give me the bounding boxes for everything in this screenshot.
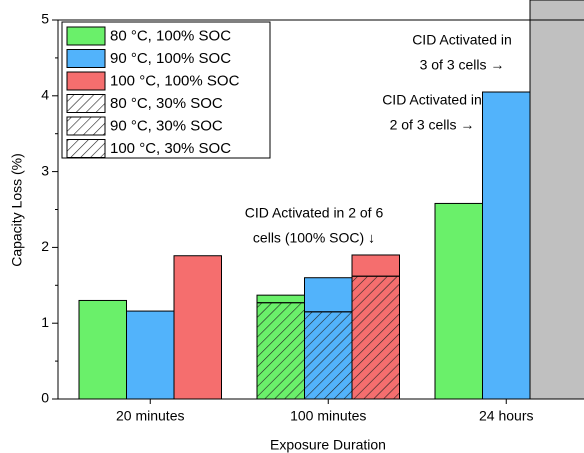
bar xyxy=(126,310,175,400)
y-tick-label: 1 xyxy=(41,314,49,330)
annotation: cells (100% SOC) ↓ xyxy=(253,230,375,246)
y-tick-label: 0 xyxy=(41,390,49,406)
x-axis-label: Exposure Duration xyxy=(270,437,386,453)
annotation: CID Activated in 2 of 6 xyxy=(245,205,384,221)
legend-swatch xyxy=(66,26,106,46)
cid-bar xyxy=(529,0,584,400)
legend-label: 90 °C, 30% SOC xyxy=(110,117,223,134)
x-tick-label: 100 minutes xyxy=(290,408,366,424)
legend-label: 80 °C, 100% SOC xyxy=(110,27,231,44)
legend-label: 100 °C, 100% SOC xyxy=(110,72,240,89)
x-tick-label: 20 minutes xyxy=(116,408,184,424)
legend-swatch xyxy=(66,71,106,91)
y-tick-label: 3 xyxy=(41,162,49,178)
bar xyxy=(78,299,127,400)
y-tick-label: 4 xyxy=(41,87,49,103)
y-tick-label: 2 xyxy=(41,238,49,254)
bar-hatch xyxy=(351,275,400,400)
legend-swatch-hatch xyxy=(66,94,106,113)
legend-swatch-hatch xyxy=(66,139,106,158)
annotation: CID Activated in xyxy=(412,32,512,48)
y-tick-label: 5 xyxy=(41,11,49,27)
annotation: 3 of 3 cells → xyxy=(420,57,505,73)
legend-label: 100 °C, 30% SOC xyxy=(110,140,231,157)
legend-swatch xyxy=(66,49,106,68)
y-axis-label: Capacity Loss (%) xyxy=(9,153,25,267)
legend-swatch-hatch xyxy=(66,116,106,136)
legend-label: 80 °C, 30% SOC xyxy=(110,95,223,112)
legend-label: 90 °C, 100% SOC xyxy=(110,50,231,67)
bar xyxy=(434,202,483,400)
annotation: CID Activated in xyxy=(382,92,482,108)
bar xyxy=(482,91,531,400)
annotation: 2 of 3 cells → xyxy=(390,117,475,133)
bar-hatch xyxy=(304,311,353,400)
bar xyxy=(173,255,222,400)
bar-hatch xyxy=(256,302,305,400)
x-tick-label: 24 hours xyxy=(479,408,533,424)
